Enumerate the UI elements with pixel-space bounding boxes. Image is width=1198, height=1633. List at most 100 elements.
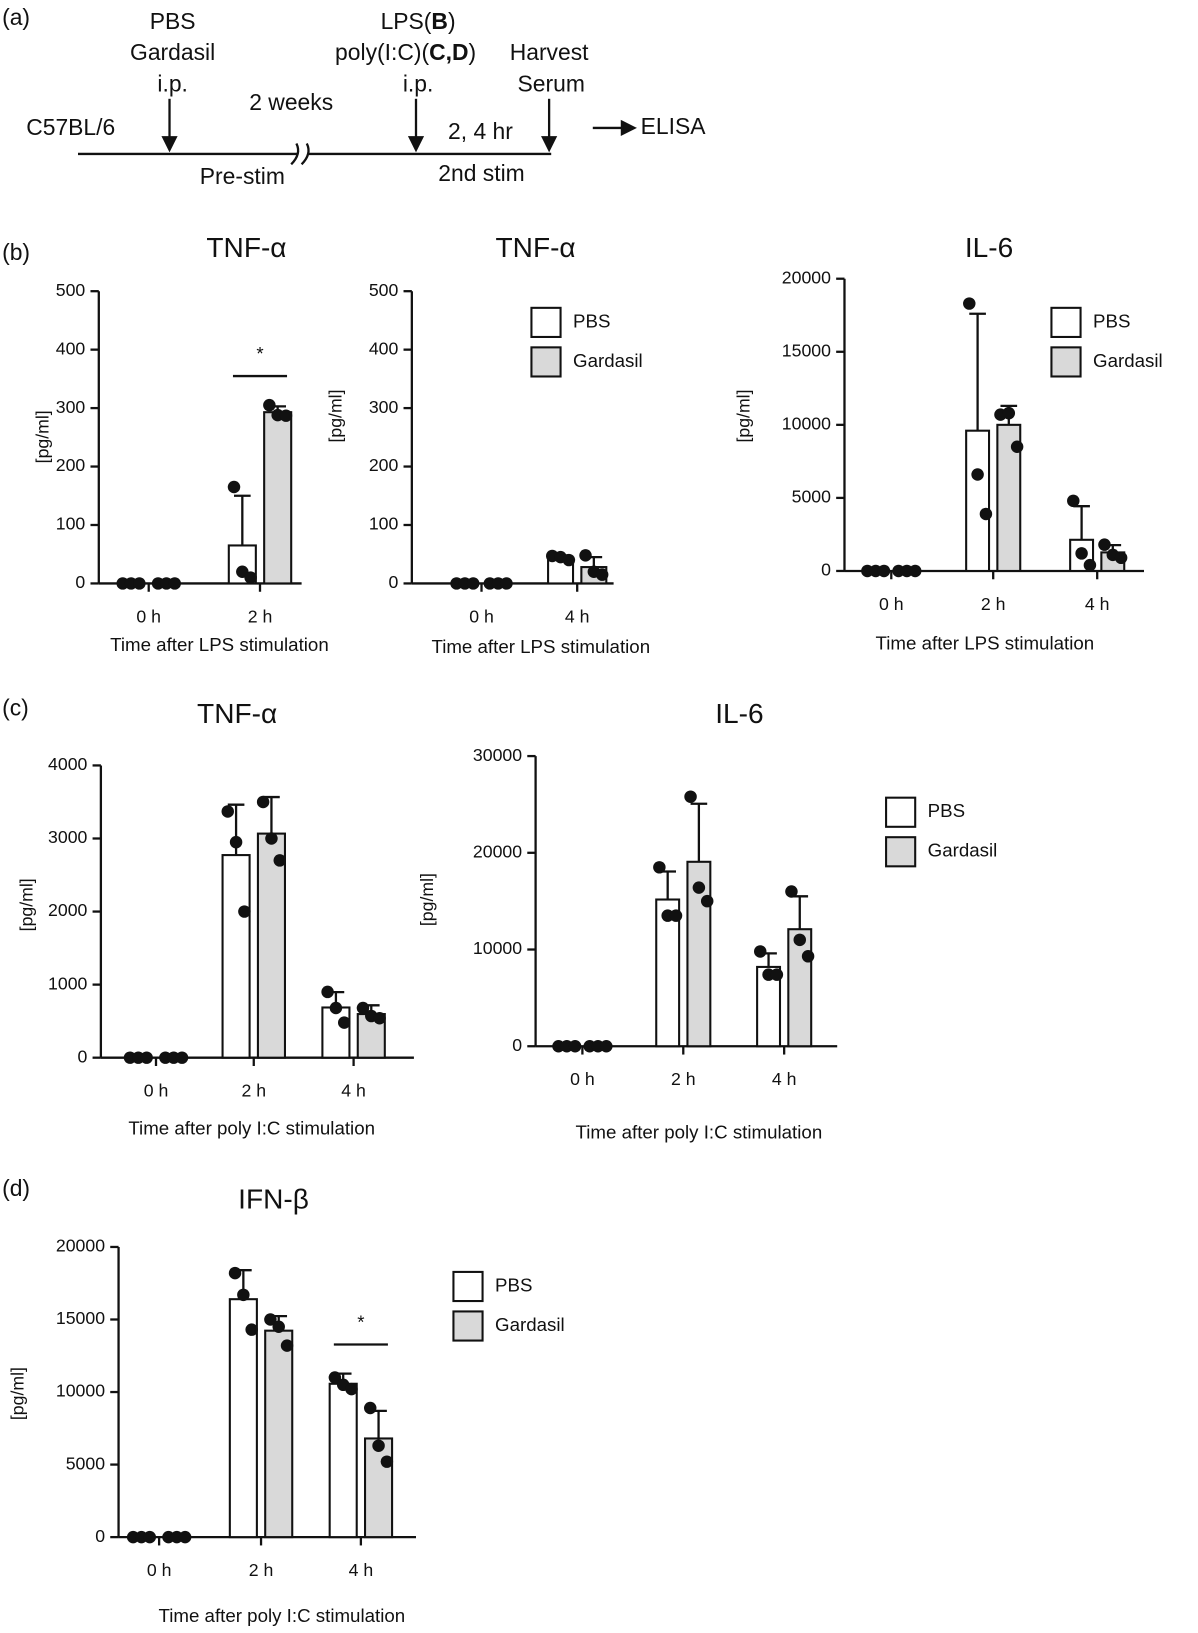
y-tick-label: 15000	[782, 340, 831, 360]
y-axis-label: [pg/ml]	[326, 389, 346, 442]
data-point	[653, 861, 666, 874]
data-point	[770, 968, 784, 981]
data-point	[1083, 558, 1097, 572]
stim-text: C,D	[429, 39, 468, 65]
y-tick-label: 0	[78, 1046, 88, 1066]
data-point	[785, 885, 798, 898]
stim-text: )	[469, 39, 477, 65]
arrow-head	[161, 136, 178, 153]
x-axis-label: Time after LPS stimulation	[110, 634, 329, 655]
x-tick-label: 4 h	[341, 1081, 366, 1101]
data-point	[466, 577, 480, 590]
bar	[787, 928, 813, 1048]
y-axis-label: [pg/ml]	[7, 1367, 27, 1420]
chart-title: IL-6	[715, 698, 763, 729]
prime: PBS	[150, 8, 196, 34]
legend-swatch	[885, 836, 917, 868]
y-tick-label: 30000	[473, 745, 522, 765]
y-tick-label: 0	[388, 572, 398, 592]
data-point	[238, 905, 251, 918]
y-tick-label: 100	[56, 514, 86, 534]
significance-mark: *	[357, 1312, 364, 1333]
readout: ELISA	[641, 113, 707, 139]
y-tick-label: 500	[369, 280, 399, 300]
panel-label: (a)	[2, 4, 30, 30]
y-tick-label: 100	[369, 514, 399, 534]
x-tick-label: 2 h	[671, 1069, 696, 1089]
y-axis-label: [pg/ml]	[32, 410, 52, 463]
data-point	[364, 1401, 377, 1415]
y-tick-label: 5000	[792, 487, 831, 507]
y-tick-label: 5000	[66, 1453, 105, 1473]
chart-title: TNF-α	[496, 232, 576, 263]
data-point	[877, 564, 891, 578]
data-point	[971, 468, 984, 481]
y-tick-label: 20000	[473, 841, 522, 861]
x-tick-label: 2 h	[241, 1081, 266, 1101]
data-point	[1114, 551, 1128, 565]
stim: poly(I:C)(C,D)	[335, 39, 476, 65]
break	[290, 143, 310, 166]
chart-title: TNF-α	[197, 698, 277, 729]
data-point	[979, 507, 993, 521]
data-point	[227, 480, 241, 494]
x-axis-label: Time after poly I:C stimulation	[128, 1117, 375, 1138]
y-tick-label: 400	[369, 338, 399, 358]
harvest: Serum	[518, 70, 585, 96]
data-point	[245, 1323, 258, 1336]
x-tick-label: 2 h	[249, 1560, 274, 1580]
prime: Gardasil	[130, 39, 215, 65]
x-tick-label: 0 h	[570, 1069, 595, 1089]
chart-title: IL-6	[965, 232, 1013, 263]
data-point	[263, 398, 276, 412]
legend-swatch	[885, 796, 917, 828]
data-point	[684, 790, 697, 803]
data-point	[280, 1339, 294, 1352]
data-point	[338, 1016, 351, 1029]
y-tick-label: 500	[56, 280, 86, 300]
bar	[965, 429, 991, 572]
data-point	[229, 835, 243, 849]
data-point	[244, 571, 257, 584]
legend-label: PBS	[1093, 310, 1130, 331]
y-tick-label: 0	[95, 1526, 105, 1546]
panel-label: (d)	[2, 1175, 30, 1201]
data-point	[1098, 538, 1111, 551]
data-point	[793, 933, 806, 947]
data-point	[1075, 547, 1088, 560]
x-tick-label: 4 h	[349, 1560, 374, 1580]
legend-label: PBS	[573, 310, 610, 331]
stim: LPS(B)	[381, 8, 456, 34]
x-tick-label: 2 h	[248, 606, 273, 626]
stim-text: LPS(	[381, 8, 432, 34]
data-point	[328, 1371, 342, 1384]
x-axis-label: Time after poly I:C stimulation	[576, 1122, 823, 1143]
data-point	[801, 950, 815, 963]
y-tick-label: 200	[369, 455, 399, 475]
y-tick-label: 3000	[48, 827, 87, 847]
chart-title: TNF-α	[206, 232, 286, 263]
y-tick-label: 0	[821, 560, 831, 580]
bar	[228, 1298, 258, 1539]
data-point	[669, 909, 683, 922]
stim-text: B	[431, 8, 448, 34]
y-tick-label: 10000	[473, 938, 522, 958]
legend-swatch	[530, 306, 562, 338]
y-tick-label: 10000	[782, 414, 831, 434]
data-point	[908, 564, 922, 578]
data-point	[600, 1040, 613, 1053]
legend-swatch	[530, 346, 562, 378]
data-point	[963, 297, 976, 310]
data-point	[273, 854, 286, 867]
y-tick-label: 10000	[56, 1381, 105, 1401]
data-point	[1010, 440, 1024, 453]
interval: 2 weeks	[249, 89, 333, 115]
prime: i.p.	[157, 70, 188, 96]
legend-swatch	[1050, 346, 1082, 378]
data-point	[265, 832, 278, 845]
data-point	[237, 1288, 250, 1302]
bar	[321, 1006, 351, 1059]
legend-label: PBS	[495, 1274, 532, 1295]
data-point	[754, 945, 767, 958]
